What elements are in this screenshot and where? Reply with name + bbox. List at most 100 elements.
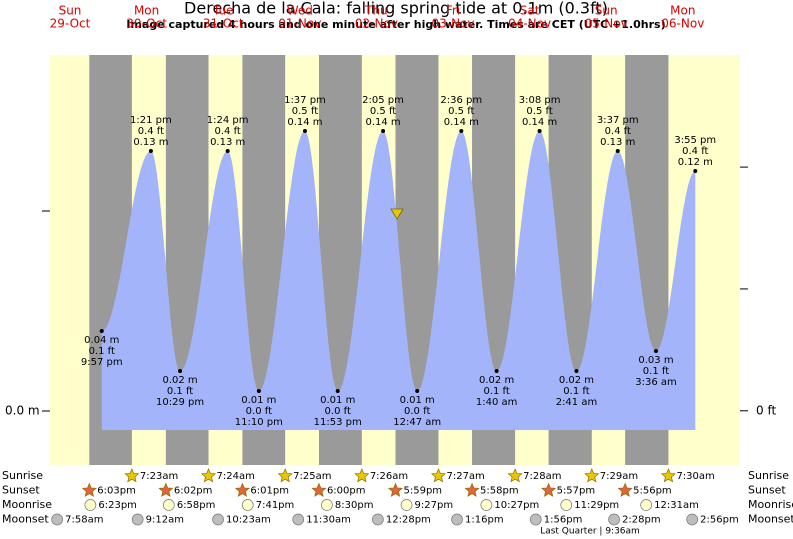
row-label: Moonrise xyxy=(2,498,52,511)
event-time: 9:27pm xyxy=(415,500,454,511)
row-label: Moonset xyxy=(2,513,49,526)
extreme-time: 3:55 pm xyxy=(674,135,716,146)
event-time: 2:56pm xyxy=(700,515,739,526)
event-time: 10:27pm xyxy=(494,500,539,511)
date-label: 01-Nov xyxy=(278,17,321,31)
event-time: 6:00pm xyxy=(327,486,366,497)
extreme-m: 0.14 m xyxy=(522,117,557,128)
event-icon xyxy=(162,499,175,511)
extreme-ft: 0.5 ft xyxy=(370,106,396,117)
extreme-time: 1:37 pm xyxy=(284,95,326,106)
row-label: Sunrise xyxy=(748,469,789,482)
event-time: 1:56pm xyxy=(544,515,583,526)
extreme-point xyxy=(99,329,104,333)
event-time: 7:41pm xyxy=(256,500,295,511)
extreme-time: 2:05 pm xyxy=(362,95,404,106)
y-tick-label: 0.0 m xyxy=(5,404,40,418)
extreme-m: 0.14 m xyxy=(365,117,400,128)
weekday-label: Fri xyxy=(446,4,460,18)
event-time: 7:27am xyxy=(446,471,484,482)
extreme-point xyxy=(615,149,620,153)
tide-area xyxy=(101,131,696,430)
y2-tick-label: 0 ft xyxy=(756,403,776,417)
extreme-ft: 0.4 ft xyxy=(605,126,631,137)
date-label: 29-Oct xyxy=(50,17,91,31)
event-icon xyxy=(84,499,97,511)
extreme-m: 0.13 m xyxy=(133,137,168,148)
extreme-m: 0.13 m xyxy=(210,137,245,148)
event-icon xyxy=(608,513,620,526)
event-icon xyxy=(372,513,384,526)
extreme-m: 0.02 m xyxy=(559,375,594,386)
event-icon xyxy=(686,513,699,526)
event-icon xyxy=(529,513,542,526)
extreme-ft: 0.1 ft xyxy=(167,386,193,397)
extreme-time: 10:29 pm xyxy=(156,397,204,408)
event-icon xyxy=(212,513,224,526)
event-icon xyxy=(560,499,573,511)
row-label: Sunset xyxy=(2,484,40,497)
event-time: 5:57pm xyxy=(557,486,596,497)
event-time: 10:23am xyxy=(226,515,271,526)
event-icon xyxy=(451,513,463,526)
extreme-ft: 0.5 ft xyxy=(526,106,552,117)
extreme-time: 11:53 pm xyxy=(314,417,362,428)
event-time: 5:56pm xyxy=(633,486,672,497)
event-time: 8:30pm xyxy=(335,500,374,511)
extreme-point xyxy=(653,349,658,353)
row-label: Sunrise xyxy=(2,469,43,482)
event-icon xyxy=(158,482,174,497)
extreme-ft: 0.4 ft xyxy=(214,126,240,137)
event-time: 5:59pm xyxy=(403,486,442,497)
event-time: 6:01pm xyxy=(250,486,289,497)
event-time: 7:24am xyxy=(217,471,255,482)
extreme-point xyxy=(574,369,579,373)
event-time: 6:03pm xyxy=(97,486,136,497)
extreme-ft: 0.0 ft xyxy=(325,406,351,417)
extreme-m: 0.02 m xyxy=(479,375,514,386)
event-time: 1:16pm xyxy=(465,515,504,526)
weekday-label: Sat xyxy=(520,4,540,18)
extreme-time: 1:40 am xyxy=(476,397,518,408)
date-label: 03-Nov xyxy=(431,17,474,31)
extreme-point xyxy=(225,149,230,153)
event-time: 7:30am xyxy=(676,471,714,482)
weekday-label: Thu xyxy=(364,4,388,18)
extreme-point xyxy=(415,389,420,393)
chart-title: Derecha de la Cala: falling spring tide … xyxy=(184,0,608,18)
extreme-time: 3:36 am xyxy=(635,377,677,388)
event-icon xyxy=(584,468,600,483)
chart-subtitle: Image captured 4 hours and one minute af… xyxy=(126,18,665,31)
event-icon xyxy=(131,513,144,526)
extreme-ft: 0.1 ft xyxy=(483,386,509,397)
extreme-point xyxy=(256,389,261,393)
event-icon xyxy=(387,482,404,497)
row-label: Moonrise xyxy=(748,498,793,511)
extreme-ft: 0.1 ft xyxy=(89,346,115,357)
extreme-m: 0.12 m xyxy=(678,157,713,168)
extreme-point xyxy=(459,129,464,133)
event-icon xyxy=(541,482,557,497)
extreme-m: 0.04 m xyxy=(84,335,119,346)
extreme-ft: 0.4 ft xyxy=(138,126,164,137)
extreme-m: 0.03 m xyxy=(638,355,673,366)
extreme-point xyxy=(148,149,153,153)
extreme-point xyxy=(302,129,307,133)
weekday-label: Sun xyxy=(595,4,618,18)
extreme-time: 2:41 am xyxy=(556,397,598,408)
event-icon xyxy=(311,482,327,497)
extreme-point xyxy=(693,169,698,173)
extreme-point xyxy=(178,369,183,373)
weekday-label: Sun xyxy=(59,4,82,18)
plot-area xyxy=(50,55,740,465)
extreme-m: 0.14 m xyxy=(287,117,322,128)
date-label: 31-Oct xyxy=(203,17,244,31)
extreme-m: 0.13 m xyxy=(600,137,635,148)
date-label: 02-Nov xyxy=(355,17,398,31)
extreme-ft: 0.4 ft xyxy=(682,146,708,157)
date-label: 06-Nov xyxy=(661,17,704,31)
extreme-ft: 0.0 ft xyxy=(404,406,430,417)
event-time: 12:28pm xyxy=(386,515,431,526)
event-time: 7:58am xyxy=(65,515,103,526)
